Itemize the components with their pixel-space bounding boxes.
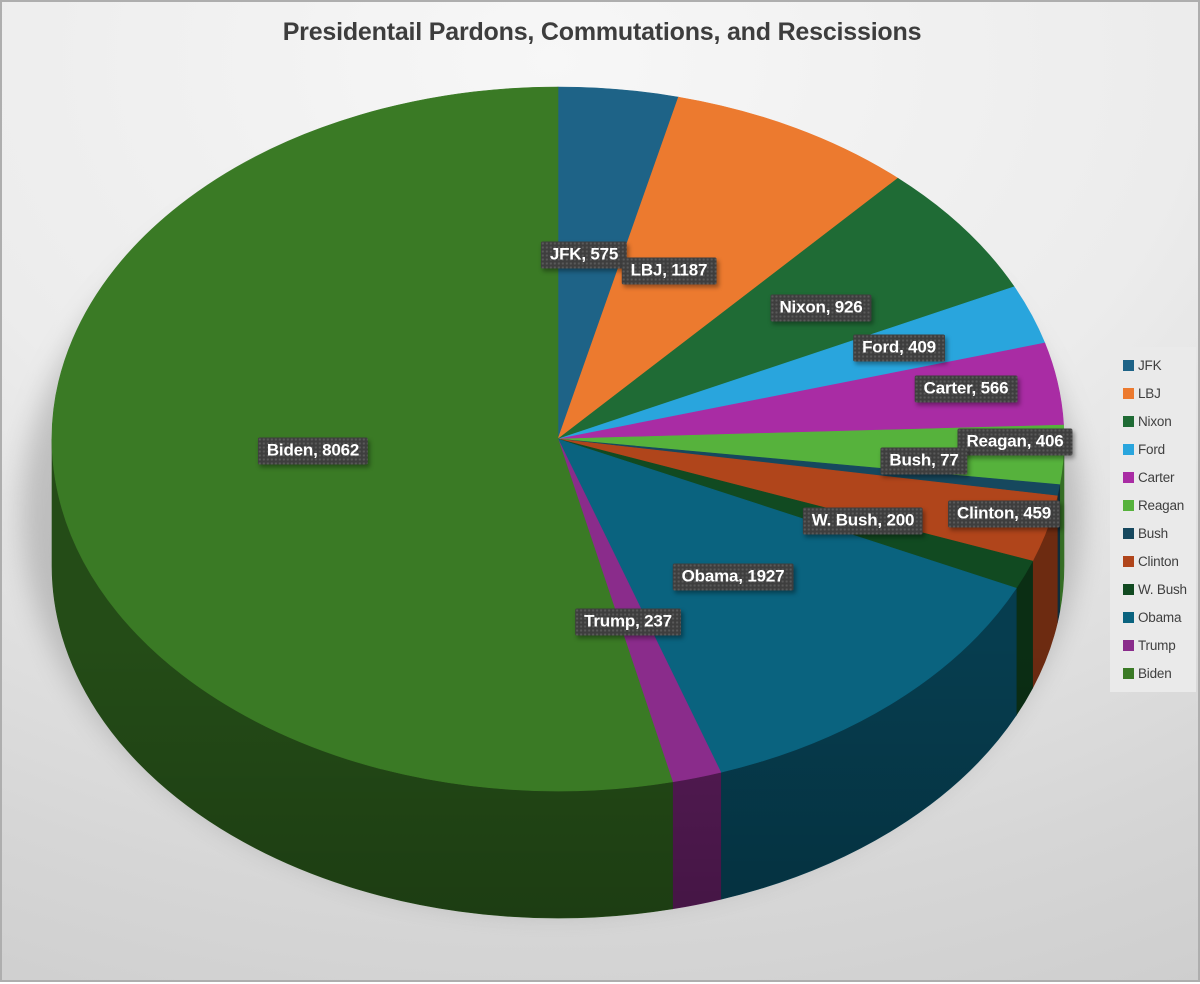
- pie-slice-lbj: [557, 96, 899, 440]
- pie-slice-obama: [557, 438, 1017, 773]
- legend-swatch-reagan: [1123, 499, 1134, 511]
- legend-item-reagan: Reagan: [1110, 498, 1196, 513]
- legend-swatch-lbj: [1123, 387, 1134, 399]
- data-label-reagan: Reagan, 406: [957, 428, 1073, 456]
- data-label-clinton: Clinton, 459: [948, 500, 1060, 528]
- legend-item-ford: Ford: [1110, 442, 1196, 457]
- data-label-lbj: LBJ, 1187: [621, 257, 717, 285]
- legend-label: JFK: [1138, 357, 1162, 373]
- data-label-biden: Biden, 8062: [257, 437, 369, 465]
- legend-item-lbj: LBJ: [1110, 386, 1196, 401]
- legend-item-jfk: JFK: [1110, 358, 1196, 373]
- chart-title: Presidentail Pardons, Commutations, and …: [282, 18, 922, 46]
- data-label-obama: Obama, 1927: [672, 563, 794, 591]
- legend-label: LBJ: [1138, 385, 1161, 401]
- legend-label: Nixon: [1138, 413, 1172, 429]
- legend-swatch-biden: [1123, 668, 1134, 680]
- legend-swatch-obama: [1123, 612, 1134, 624]
- legend-label: Obama: [1138, 610, 1182, 626]
- legend-item-obama: Obama: [1110, 610, 1196, 625]
- legend-swatch-w-bush: [1123, 584, 1134, 596]
- legend-swatch-carter: [1123, 471, 1134, 483]
- data-label-carter: Carter, 566: [914, 375, 1018, 403]
- legend: JFK LBJ Nixon Ford Carter Reagan Bush Clinton W.…: [1110, 347, 1196, 692]
- legend-item-trump: Trump: [1110, 638, 1196, 653]
- legend-item-carter: Carter: [1110, 470, 1196, 485]
- legend-label: W. Bush: [1138, 582, 1187, 598]
- legend-label: Clinton: [1138, 554, 1179, 570]
- legend-label: Reagan: [1138, 497, 1185, 513]
- legend-swatch-clinton: [1123, 556, 1134, 568]
- legend-label: Carter: [1138, 469, 1175, 485]
- legend-label: Trump: [1138, 638, 1176, 654]
- legend-swatch-trump: [1123, 640, 1134, 652]
- data-label-nixon: Nixon, 926: [770, 294, 872, 322]
- legend-label: Ford: [1138, 441, 1165, 457]
- data-label-jfk: JFK, 575: [540, 241, 628, 269]
- legend-swatch-nixon: [1123, 415, 1134, 427]
- data-label-ford: Ford, 409: [853, 334, 945, 362]
- legend-item-clinton: Clinton: [1110, 554, 1196, 569]
- legend-swatch-jfk: [1123, 359, 1134, 371]
- legend-swatch-ford: [1123, 443, 1134, 455]
- legend-label: Biden: [1138, 666, 1172, 682]
- legend-item-biden: Biden: [1110, 666, 1196, 681]
- data-label-bush: Bush, 77: [880, 447, 968, 475]
- legend-swatch-bush: [1123, 528, 1134, 539]
- legend-item-nixon: Nixon: [1110, 414, 1196, 429]
- legend-item-bush: Bush: [1110, 526, 1196, 541]
- legend-item-w-bush: W. Bush: [1110, 582, 1196, 597]
- legend-label: Bush: [1138, 526, 1168, 541]
- rim-shading: [52, 439, 1064, 918]
- data-label-w-bush: W. Bush, 200: [802, 507, 924, 535]
- data-label-trump: Trump, 237: [575, 608, 681, 636]
